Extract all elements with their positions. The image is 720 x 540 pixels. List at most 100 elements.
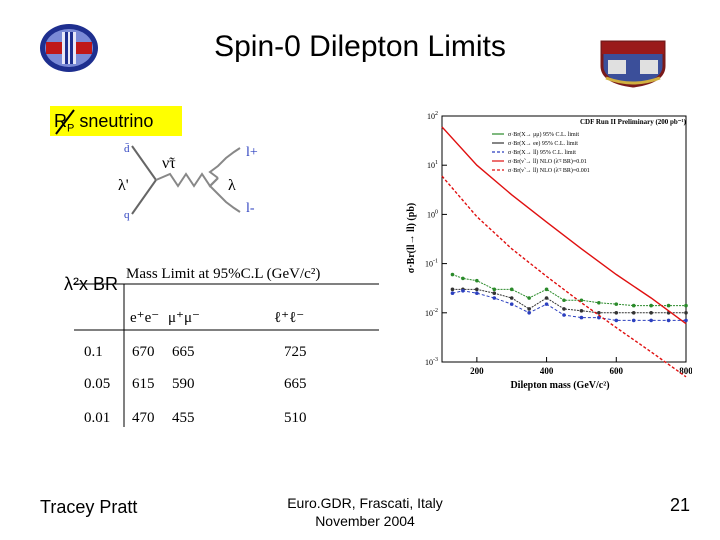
- lepton-minus-line: [208, 177, 241, 213]
- data-point: [614, 302, 619, 306]
- data-point: [579, 315, 584, 320]
- x-tick-label: 800: [679, 366, 692, 376]
- legend-entry: σ·Br(X→ ee) 95% C.L. limit: [508, 140, 578, 147]
- data-point: [475, 278, 479, 283]
- data-point: [527, 296, 531, 300]
- data-point: [544, 296, 549, 300]
- cell-ee: 470: [132, 410, 155, 426]
- legend-entry: σ·Br(ν̃ → ll) NLO (λ'² BR)=0.01: [508, 158, 587, 165]
- page-number: 21: [669, 495, 690, 515]
- lambda-prime-label: λ': [118, 177, 129, 194]
- cell-ll: 665: [284, 376, 307, 392]
- data-point: [649, 318, 653, 323]
- sneutrino-line: [155, 172, 219, 188]
- cell-lambda2br: 0.05: [84, 376, 110, 392]
- cell-ll: 725: [284, 344, 307, 360]
- mass-limit-table: Mass Limit at 95%C.L (GeV/c²) e⁺e⁻ μ⁺μ⁻ …: [74, 266, 379, 427]
- data-point: [614, 318, 619, 323]
- legend-entry: σ·Br(X→ ll) 95% C.L. limit: [508, 149, 576, 156]
- data-point: [509, 302, 514, 306]
- data-point: [450, 291, 455, 296]
- rp-symbol: R: [54, 111, 67, 131]
- data-point: [492, 287, 497, 292]
- quark-bar-line: [131, 145, 157, 181]
- data-point: [461, 288, 465, 293]
- quark-bar-label: d̄: [124, 143, 130, 155]
- data-point: [544, 302, 549, 306]
- y-tick-label: 100: [427, 209, 438, 219]
- data-point: [631, 303, 636, 308]
- footer-venue: Euro.GDR, Frascati, Italy November 2004: [270, 494, 460, 530]
- data-point: [461, 276, 465, 281]
- data-point: [562, 307, 566, 311]
- cell-mumu: 455: [172, 410, 195, 426]
- cell-ee: 670: [132, 344, 155, 360]
- footer-author: Tracey Pratt: [40, 497, 138, 517]
- y-tick-label: 101: [427, 160, 438, 170]
- data-point: [666, 318, 671, 323]
- data-point: [492, 296, 497, 300]
- y-tick-label: 10-1: [425, 259, 438, 269]
- chart-title: CDF Run II Preliminary (200 pb⁻¹): [580, 118, 687, 126]
- sneutrino-label: ν̃τ: [162, 155, 176, 172]
- x-tick-label: 400: [540, 366, 554, 376]
- footer-venue-line2: November 2004: [315, 513, 415, 529]
- cell-lambda2br: 0.1: [84, 344, 103, 360]
- data-point: [631, 311, 636, 315]
- data-point: [450, 287, 455, 292]
- y-tick-label: 10-3: [425, 357, 438, 367]
- table-row: 0.05 615 590 665: [84, 376, 307, 392]
- data-point: [492, 291, 497, 296]
- cross-section-limit-chart: CDF Run II Preliminary (200 pb⁻¹) Dilept…: [406, 111, 692, 391]
- legend-entry: σ·Br(ν̃ → ll) NLO (λ'² BR)=0.001: [508, 167, 590, 174]
- data-point: [666, 303, 671, 308]
- cell-mumu: 590: [172, 376, 195, 392]
- data-point: [649, 311, 653, 315]
- data-point: [562, 313, 566, 317]
- data-point: [450, 272, 455, 277]
- strikethrough-mark: [55, 109, 75, 135]
- y-axis-label: σ·Br(ll→ ll) (pb): [406, 203, 417, 273]
- cell-lambda2br: 0.01: [84, 410, 110, 426]
- x-tick-label: 600: [610, 366, 624, 376]
- cell-ll: 510: [284, 410, 307, 426]
- y-tick-label: 102: [427, 111, 438, 121]
- data-point: [527, 307, 531, 311]
- col-header-mumu: μ⁺μ⁻: [168, 310, 200, 326]
- feynman-diagram: d̄ q λ' ν̃τ λ l+ l-: [118, 143, 258, 221]
- data-point: [527, 311, 531, 315]
- cell-mumu: 665: [172, 344, 195, 360]
- data-point: [649, 303, 653, 308]
- series-line: [441, 126, 687, 325]
- table-header-title: Mass Limit at 95%C.L (GeV/c²): [126, 266, 320, 282]
- col-header-ll: ℓ⁺ℓ⁻: [274, 310, 304, 326]
- university-crest-logo: [600, 40, 666, 88]
- rp-subscript: P: [67, 122, 75, 135]
- rp-sneutrino-label: RP sneutrino: [50, 106, 182, 136]
- data-point: [544, 287, 549, 292]
- data-point: [597, 300, 601, 305]
- plot-frame: [441, 115, 687, 363]
- data-point: [475, 291, 479, 296]
- series-line: [452, 288, 686, 314]
- data-point: [631, 318, 636, 323]
- legend-entry: σ·Br(X→ μμ) 95% C.L. limit: [508, 131, 579, 138]
- data-point: [509, 287, 514, 292]
- x-tick-label: 200: [470, 366, 484, 376]
- data-point: [579, 308, 584, 313]
- data-point: [684, 311, 688, 315]
- lambda-label: λ: [228, 177, 236, 194]
- quark-label: q: [124, 209, 130, 221]
- cdf-logo: [40, 24, 98, 72]
- lepton-minus-label: l-: [246, 201, 255, 216]
- data-point: [562, 298, 566, 303]
- data-point: [684, 318, 688, 323]
- data-point: [509, 296, 514, 300]
- lepton-plus-label: l+: [246, 145, 258, 160]
- y-tick-label: 10-2: [425, 308, 438, 318]
- table-row: 0.01 470 455 510: [84, 410, 307, 426]
- lepton-plus-line: [208, 147, 241, 179]
- footer-venue-line1: Euro.GDR, Frascati, Italy: [287, 495, 443, 511]
- data-point: [597, 311, 601, 315]
- data-point: [475, 287, 479, 292]
